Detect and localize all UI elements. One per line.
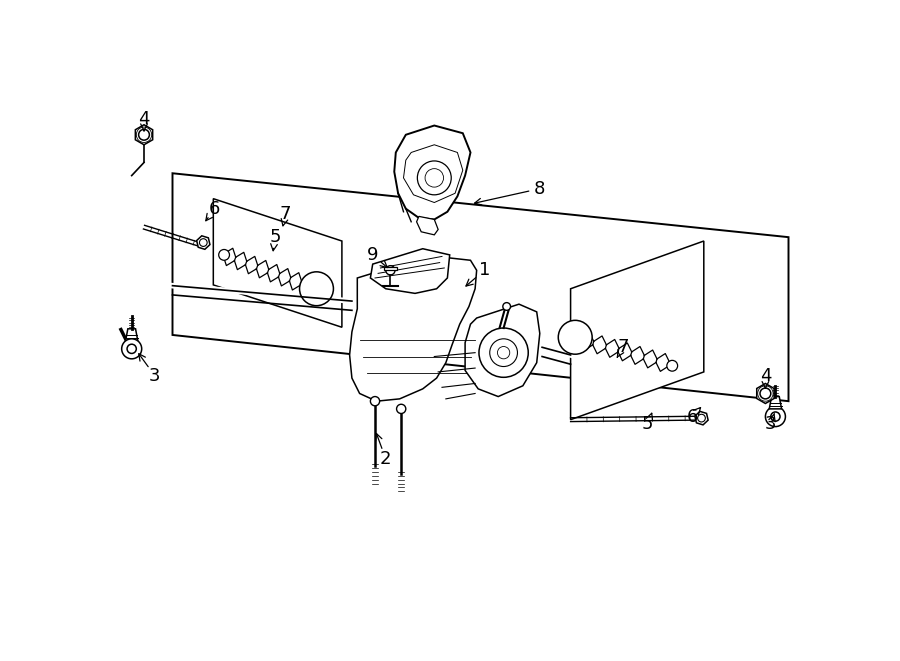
Polygon shape [465, 304, 540, 397]
Text: 1: 1 [479, 261, 490, 280]
Circle shape [770, 412, 780, 421]
Polygon shape [770, 397, 781, 409]
Text: 7: 7 [617, 338, 629, 356]
Polygon shape [371, 249, 450, 293]
Polygon shape [695, 411, 708, 425]
Polygon shape [384, 267, 397, 270]
Text: 2: 2 [380, 450, 392, 468]
Polygon shape [349, 258, 477, 401]
Circle shape [503, 303, 510, 310]
Polygon shape [197, 236, 210, 249]
Polygon shape [394, 126, 471, 219]
Circle shape [765, 407, 786, 426]
Text: 4: 4 [760, 367, 771, 385]
Circle shape [498, 346, 509, 359]
Polygon shape [135, 125, 153, 145]
Text: 3: 3 [765, 415, 777, 433]
Text: 6: 6 [687, 408, 698, 426]
Text: 9: 9 [367, 246, 378, 264]
Circle shape [200, 239, 207, 247]
Circle shape [397, 405, 406, 414]
Circle shape [698, 414, 706, 422]
Text: 4: 4 [139, 110, 149, 128]
Circle shape [122, 339, 141, 359]
Polygon shape [417, 216, 438, 235]
Polygon shape [571, 241, 704, 420]
Circle shape [386, 266, 395, 275]
Text: 7: 7 [280, 205, 292, 223]
Text: 5: 5 [269, 228, 281, 246]
Text: 6: 6 [209, 200, 220, 217]
Polygon shape [125, 329, 138, 341]
Text: 8: 8 [534, 180, 545, 198]
Text: 3: 3 [149, 367, 160, 385]
Circle shape [558, 321, 592, 354]
Circle shape [479, 328, 528, 377]
Circle shape [490, 339, 518, 367]
Circle shape [139, 130, 149, 140]
Circle shape [418, 161, 451, 195]
Circle shape [371, 397, 380, 406]
Polygon shape [757, 383, 774, 403]
Circle shape [300, 272, 333, 305]
Circle shape [760, 388, 770, 399]
Polygon shape [213, 199, 342, 327]
Text: 5: 5 [642, 415, 653, 433]
Circle shape [425, 169, 444, 187]
Circle shape [667, 360, 678, 371]
Circle shape [127, 344, 136, 354]
Polygon shape [173, 173, 788, 401]
Circle shape [219, 249, 230, 260]
